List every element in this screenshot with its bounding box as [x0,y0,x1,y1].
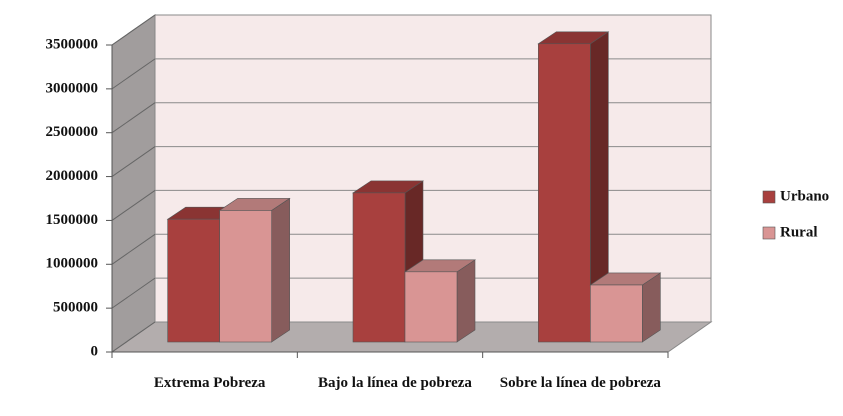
grid-line-side [111,146,156,177]
side-wall [111,14,156,353]
legend-label: Urbano [780,188,829,204]
y-tick-label: 2500000 [46,124,99,140]
bar [352,180,424,343]
bar-front [167,218,220,343]
bar [218,197,291,343]
grid-line-side [111,321,156,353]
bar-side [456,259,476,343]
grid-line-side [111,190,156,221]
y-tick-label: 500000 [53,300,98,316]
bar-front [219,210,272,343]
bar-side [271,197,290,343]
legend-swatch [762,226,776,240]
y-tick-label: 1000000 [46,256,99,272]
bar-front [590,284,643,343]
y-tick-label: 1500000 [46,212,99,228]
y-tick-label: 3500000 [46,36,99,52]
grid-line-side [111,277,156,309]
x-tick-label: Bajo la línea de pobreza [318,375,472,391]
bar-front [538,43,591,343]
legend-label: Rural [780,224,818,240]
y-tick-label: 3000000 [46,80,99,96]
x-tick-label: Sobre la línea de pobreza [499,375,661,391]
grid-line-side [111,58,156,90]
bar-front [404,271,458,343]
bar [589,272,662,343]
x-tick-label: Extrema Pobreza [153,375,266,391]
grid-line-side [111,233,156,265]
y-tick-label: 0 [91,343,99,359]
y-tick-label: 2000000 [46,168,99,184]
grid-line-side [111,102,156,134]
bar [404,259,476,343]
legend-swatch [762,190,776,204]
bar [537,31,610,343]
bar-front [352,192,406,343]
grid-line-side [111,14,156,46]
